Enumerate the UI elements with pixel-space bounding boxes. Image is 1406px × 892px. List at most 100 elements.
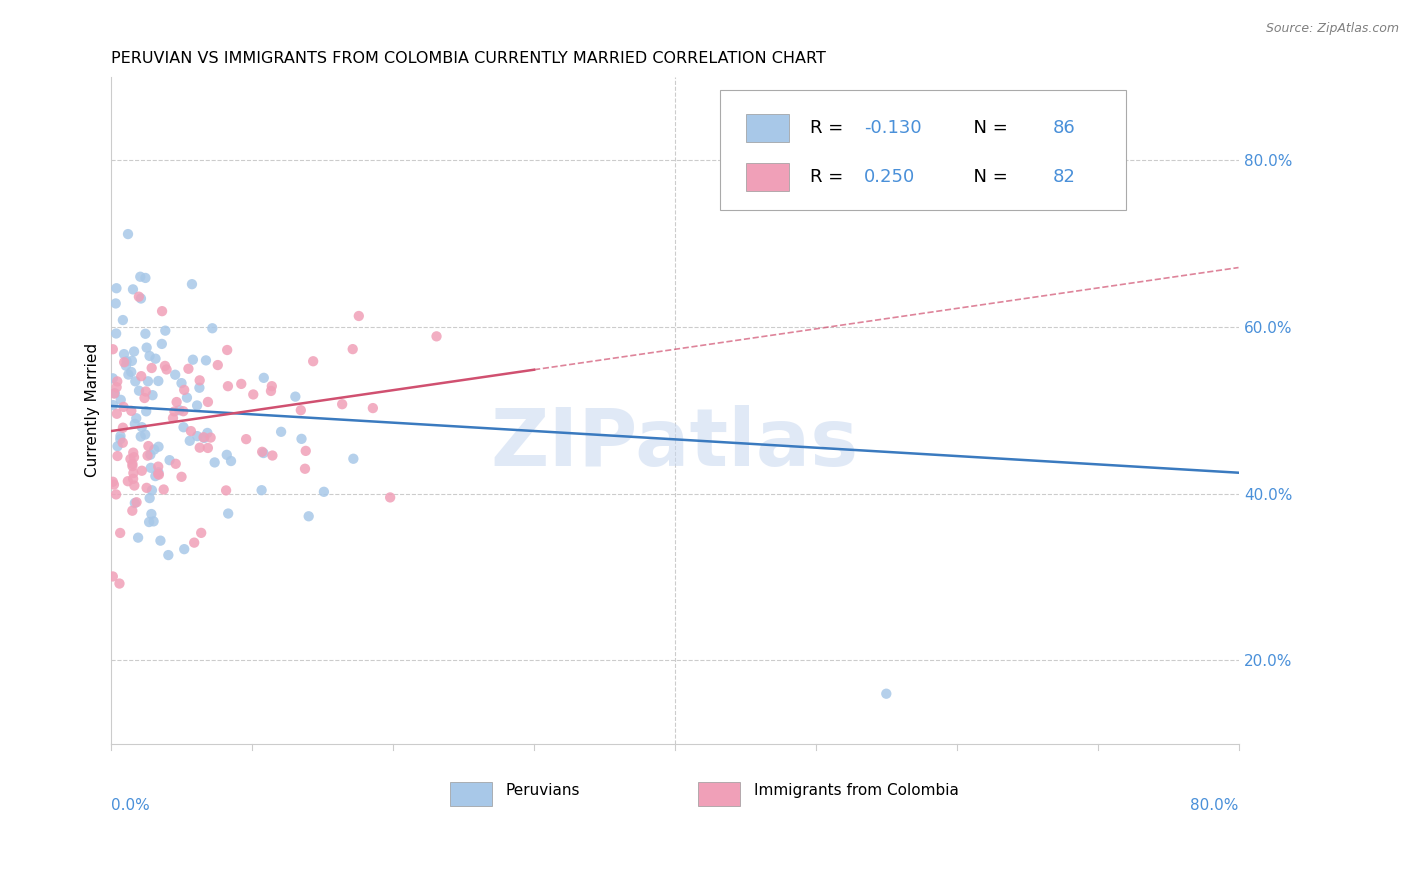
Point: [108, 576, 131, 591]
Point: [105, 380, 128, 394]
Point: [131, 420, 153, 434]
Point: [139, 460, 162, 475]
Point: [135, 481, 157, 495]
FancyBboxPatch shape: [450, 782, 492, 806]
Point: [108, 525, 131, 540]
Point: [122, 282, 145, 296]
Point: [129, 269, 152, 284]
Point: [139, 448, 162, 462]
Point: [122, 445, 145, 459]
Point: [260, 379, 283, 393]
FancyBboxPatch shape: [720, 90, 1126, 210]
Point: [112, 355, 135, 369]
Point: [204, 455, 226, 469]
Point: [235, 432, 257, 446]
Point: [148, 465, 170, 479]
Point: [122, 472, 145, 486]
Point: [180, 424, 202, 438]
Point: [425, 329, 447, 343]
Point: [120, 452, 142, 467]
Point: [129, 292, 152, 306]
Point: [253, 371, 276, 385]
Point: [294, 462, 316, 476]
Point: [129, 369, 152, 384]
Point: [169, 403, 191, 417]
FancyBboxPatch shape: [697, 782, 741, 806]
Point: [105, 281, 128, 295]
Point: [145, 351, 167, 366]
Point: [138, 515, 160, 529]
Point: [197, 441, 219, 455]
Point: [105, 407, 128, 421]
Point: [134, 271, 156, 285]
Point: [101, 371, 124, 385]
Point: [104, 296, 127, 310]
Text: N =: N =: [962, 119, 1014, 137]
Point: [142, 388, 165, 402]
Point: [143, 469, 166, 483]
Point: [342, 451, 364, 466]
Point: [105, 375, 128, 389]
Point: [122, 450, 145, 465]
Point: [129, 429, 152, 443]
Point: [193, 430, 215, 444]
Point: [148, 459, 170, 474]
Point: [148, 440, 170, 454]
Point: [172, 404, 194, 418]
Point: [152, 483, 174, 497]
Point: [183, 535, 205, 549]
Point: [111, 435, 134, 450]
Point: [166, 395, 188, 409]
Text: 0.250: 0.250: [865, 168, 915, 186]
Point: [242, 387, 264, 401]
Point: [173, 383, 195, 397]
Point: [111, 420, 134, 434]
Point: [163, 404, 186, 418]
Point: [294, 443, 316, 458]
Point: [121, 457, 143, 471]
Point: [121, 459, 143, 474]
Point: [124, 478, 146, 492]
Text: 80.0%: 80.0%: [1189, 798, 1239, 813]
Point: [290, 403, 312, 417]
Point: [111, 313, 134, 327]
Point: [361, 401, 384, 415]
Point: [217, 379, 239, 393]
Point: [141, 483, 163, 498]
Point: [134, 391, 156, 405]
Point: [105, 487, 128, 501]
Point: [135, 404, 157, 418]
Point: [121, 504, 143, 518]
Point: [312, 484, 335, 499]
Point: [120, 365, 142, 379]
Point: [162, 411, 184, 425]
Text: N =: N =: [962, 168, 1014, 186]
Point: [219, 454, 242, 468]
Point: [105, 326, 128, 341]
Point: [186, 429, 208, 443]
Point: [215, 483, 238, 498]
Point: [120, 404, 142, 418]
Point: [110, 392, 132, 407]
Point: [284, 390, 307, 404]
Point: [347, 309, 370, 323]
Point: [135, 341, 157, 355]
Point: [101, 569, 124, 583]
Point: [159, 453, 181, 467]
Point: [155, 324, 177, 338]
Point: [143, 442, 166, 457]
Point: [138, 349, 160, 363]
Point: [117, 474, 139, 488]
Point: [207, 358, 229, 372]
Point: [149, 533, 172, 548]
Point: [122, 344, 145, 359]
Point: [250, 483, 273, 498]
Point: [252, 446, 274, 460]
Point: [201, 321, 224, 335]
Text: R =: R =: [810, 119, 849, 137]
Point: [150, 304, 173, 318]
Point: [188, 441, 211, 455]
Point: [107, 439, 129, 453]
Point: [122, 466, 145, 480]
Point: [128, 290, 150, 304]
